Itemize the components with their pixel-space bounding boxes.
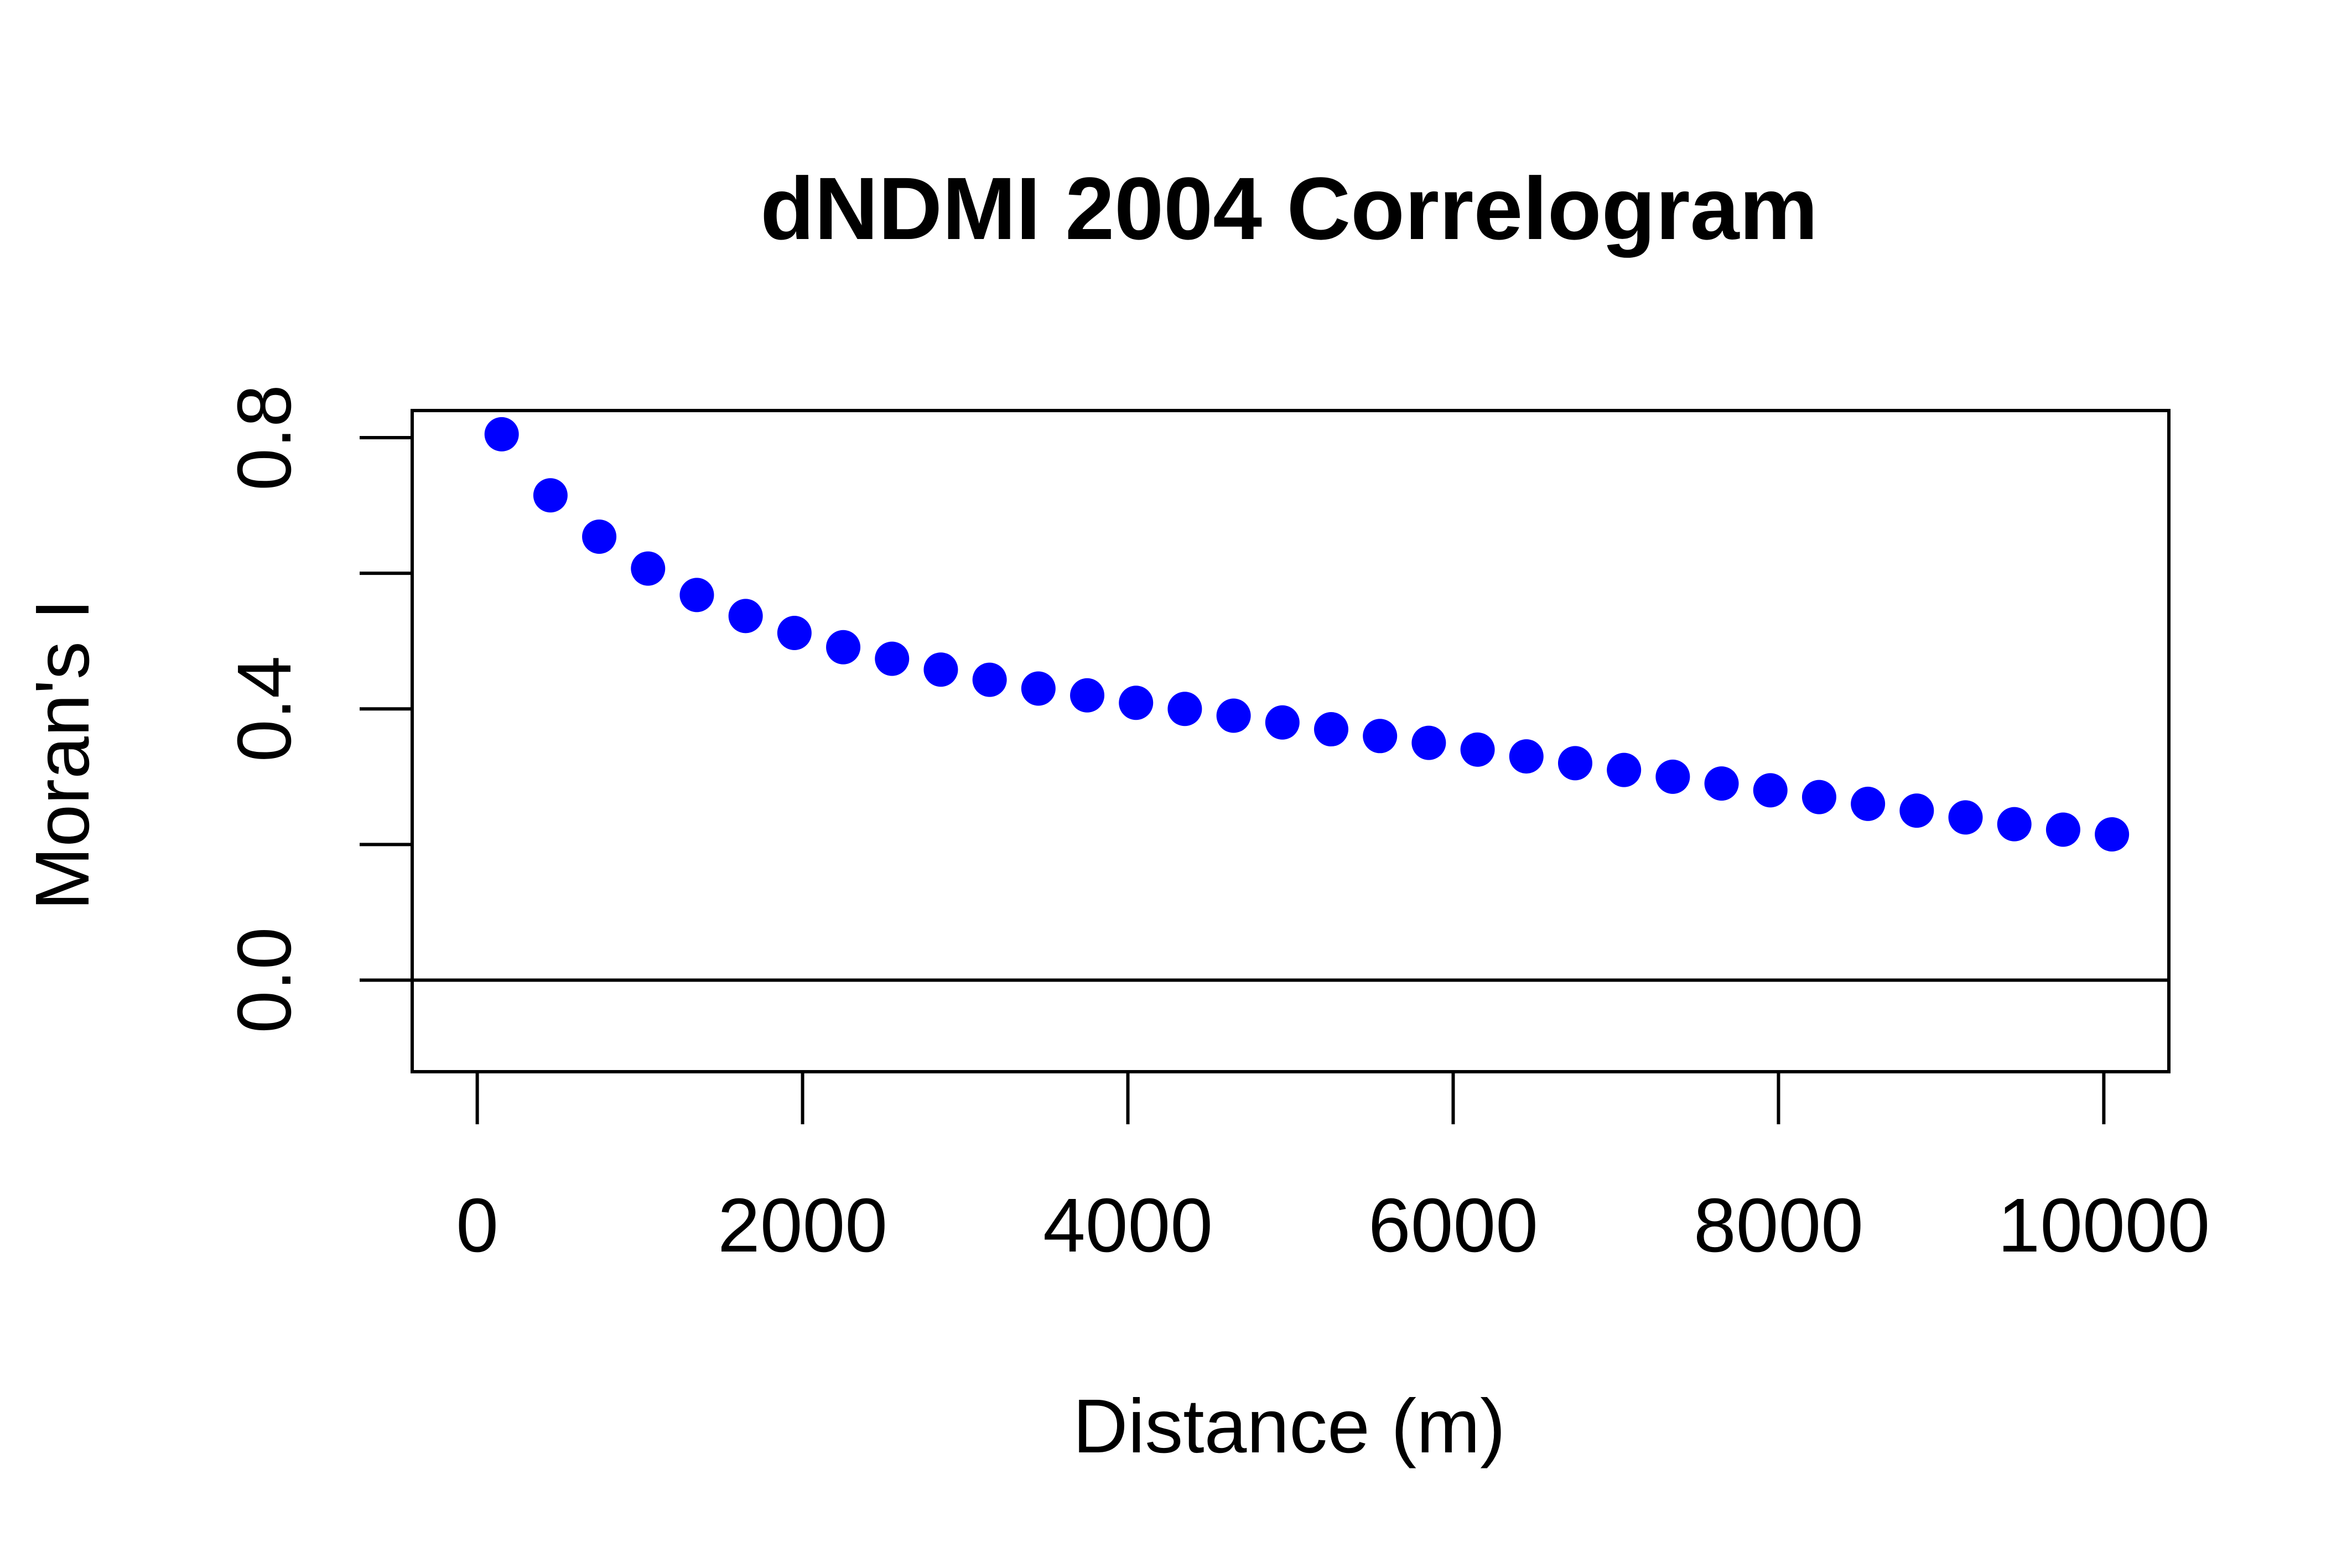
data-point xyxy=(1265,705,1300,740)
data-point xyxy=(1119,686,1154,720)
x-axis: 0 2000 4000 6000 8000 10000 xyxy=(456,1070,2210,1268)
data-point xyxy=(1851,786,1886,821)
data-point xyxy=(1997,807,2032,842)
data-point xyxy=(1607,752,1642,787)
data-points xyxy=(484,417,2130,852)
data-point xyxy=(826,630,861,664)
data-point xyxy=(1753,773,1788,808)
data-point xyxy=(1216,698,1251,733)
data-point xyxy=(1460,732,1495,767)
data-point xyxy=(923,652,958,687)
x-tick-label: 10000 xyxy=(1998,1183,2210,1268)
data-point xyxy=(972,662,1007,697)
y-tick-label: 0.0 xyxy=(222,927,307,1034)
data-point xyxy=(679,578,714,612)
data-point xyxy=(2095,817,2130,852)
y-axis: 0.0 0.4 0.8 xyxy=(222,385,414,1034)
data-point xyxy=(484,417,519,451)
x-axis-title: Distance (m) xyxy=(1073,1384,1505,1469)
x-tick-label: 8000 xyxy=(1694,1183,1863,1268)
data-point xyxy=(1363,719,1398,754)
data-point xyxy=(533,478,568,513)
y-tick-label: 0.8 xyxy=(222,385,307,491)
data-point xyxy=(1948,800,1983,835)
x-tick-label: 0 xyxy=(456,1183,499,1268)
data-point xyxy=(1704,766,1739,801)
data-point xyxy=(2045,812,2080,847)
data-point xyxy=(1655,759,1690,794)
y-tick-label: 0.4 xyxy=(222,656,307,762)
y-axis-title: Moran's I xyxy=(20,599,105,910)
data-point xyxy=(1070,678,1105,713)
data-point xyxy=(1557,746,1592,781)
chart-title: dNDMI 2004 Correlogram xyxy=(760,159,1818,258)
data-point xyxy=(777,616,812,651)
x-tick-label: 4000 xyxy=(1043,1183,1213,1268)
x-tick-label: 2000 xyxy=(718,1183,887,1268)
x-tick-label: 6000 xyxy=(1368,1183,1538,1268)
data-point xyxy=(582,519,617,554)
data-point xyxy=(1899,793,1934,828)
data-point xyxy=(1021,671,1056,706)
data-point xyxy=(1801,780,1836,814)
data-point xyxy=(631,551,666,586)
data-point xyxy=(1411,725,1446,760)
data-point xyxy=(728,599,763,634)
plot-frame xyxy=(411,409,2171,1073)
data-point xyxy=(1509,739,1544,774)
data-point xyxy=(1167,692,1202,726)
data-point xyxy=(875,641,910,676)
data-point xyxy=(1313,712,1348,747)
